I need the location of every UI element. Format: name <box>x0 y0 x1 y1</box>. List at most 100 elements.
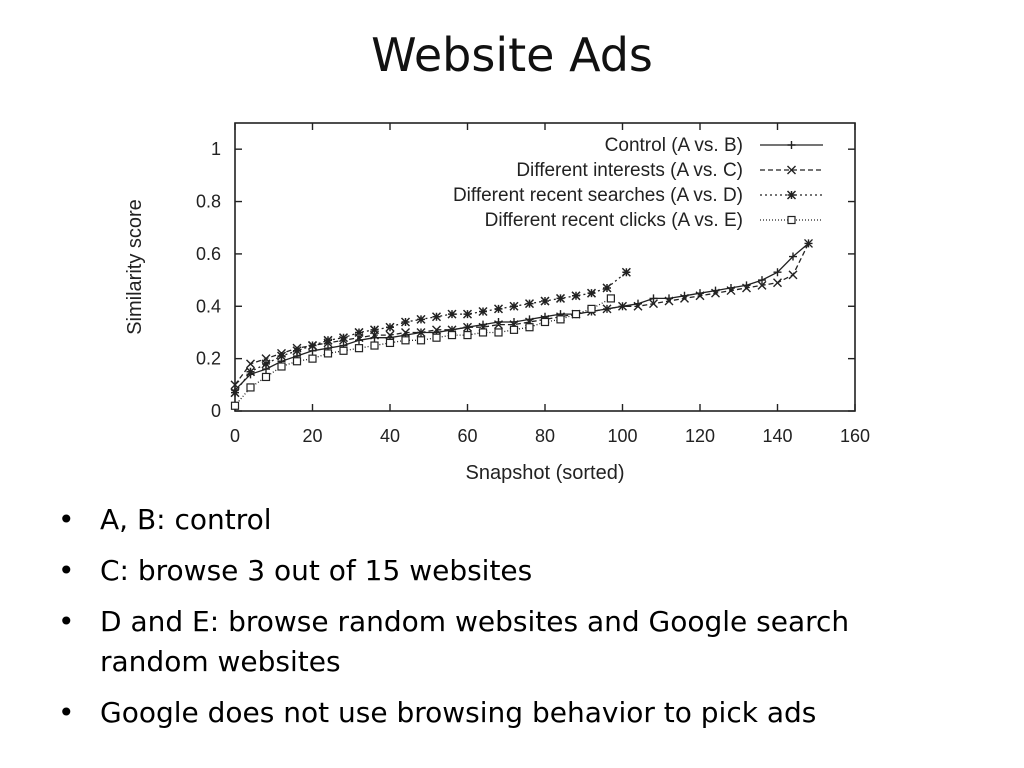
data-point <box>323 349 333 358</box>
legend-label: Different recent clicks (A vs. E) <box>485 210 743 231</box>
data-point <box>230 401 240 410</box>
data-point <box>804 238 813 248</box>
data-point <box>261 372 271 382</box>
data-point <box>478 328 488 337</box>
data-point <box>230 388 240 398</box>
data-point <box>292 357 302 366</box>
data-point <box>571 310 581 319</box>
data-point <box>509 301 519 311</box>
data-point <box>618 301 627 311</box>
y-tick-label: 0.8 <box>196 192 221 212</box>
x-tick-label: 80 <box>535 426 555 446</box>
data-point <box>587 304 596 313</box>
data-point <box>385 338 395 348</box>
x-tick-label: 100 <box>607 426 637 446</box>
data-point <box>494 328 503 337</box>
data-point <box>602 304 612 314</box>
similarity-chart: 0 20 40 60 80 100 120 140 160 0 0.2 0.4 0.6 0.8 1 Sna… <box>124 122 870 484</box>
data-point <box>416 327 426 337</box>
y-tick-label: 1 <box>211 139 221 159</box>
data-point <box>556 315 565 324</box>
x-axis: 0 20 40 60 80 100 120 140 160 <box>230 123 870 446</box>
y-tick-label: 0.4 <box>196 296 221 316</box>
legend-label: Control (A vs. B) <box>605 135 743 156</box>
data-point <box>339 346 348 355</box>
data-point <box>621 267 631 277</box>
data-point <box>789 252 797 261</box>
bullet-item: C: browse 3 out of 15 websites <box>58 551 958 591</box>
data-point <box>695 291 705 301</box>
series-layer <box>230 238 813 410</box>
data-point <box>493 304 504 314</box>
x-tick-label: 120 <box>685 426 715 446</box>
series-2 <box>230 267 631 398</box>
data-point <box>308 354 317 363</box>
data-point <box>416 336 426 345</box>
data-point <box>401 336 410 345</box>
data-point <box>462 309 473 319</box>
data-point <box>586 288 597 298</box>
data-point <box>525 323 534 332</box>
data-point <box>261 359 271 369</box>
data-point <box>431 312 442 322</box>
data-point <box>494 320 503 330</box>
x-tick-label: 140 <box>762 426 792 446</box>
data-point <box>432 333 441 342</box>
x-tick-label: 160 <box>840 426 870 446</box>
data-point <box>400 317 411 327</box>
x-tick-label: 0 <box>230 426 240 446</box>
data-point <box>354 327 364 337</box>
data-point <box>230 380 240 390</box>
data-point <box>606 294 615 303</box>
data-point <box>524 299 535 309</box>
data-point <box>432 325 441 335</box>
data-point <box>711 288 720 298</box>
data-point <box>447 330 457 340</box>
data-point <box>370 341 379 350</box>
y-axis: 0 0.2 0.4 0.6 0.8 1 <box>196 139 855 421</box>
y-tick-label: 0.2 <box>196 349 221 369</box>
data-point <box>463 330 472 340</box>
x-tick-label: 20 <box>302 426 322 446</box>
data-point <box>726 286 736 296</box>
legend-label: Different recent searches (A vs. D) <box>453 185 743 206</box>
slide-title: Website Ads <box>371 28 653 82</box>
data-point <box>246 383 255 392</box>
data-point <box>509 325 519 334</box>
data-point <box>540 317 550 327</box>
x-axis-label: Snapshot (sorted) <box>466 462 625 484</box>
legend-marker <box>786 190 797 200</box>
data-point <box>649 299 658 309</box>
data-point <box>571 291 581 301</box>
data-point <box>277 362 286 371</box>
bullet-item: Google does not use browsing behavior to… <box>58 693 958 733</box>
data-point <box>354 344 364 353</box>
legend-marker <box>787 165 796 175</box>
legend: Control (A vs. B) Different interests (A … <box>453 135 823 231</box>
data-point <box>276 351 287 361</box>
data-point <box>757 280 767 290</box>
data-point <box>245 367 256 377</box>
series-0 <box>231 239 813 395</box>
data-point <box>369 325 380 335</box>
data-point <box>323 335 333 345</box>
data-point <box>758 276 766 285</box>
data-point <box>602 283 612 293</box>
bullet-list: A, B: control C: browse 3 out of 15 webs… <box>58 500 958 744</box>
legend-marker <box>787 215 796 225</box>
legend-label: Different interests (A vs. C) <box>516 160 743 181</box>
data-point <box>401 327 410 337</box>
data-point <box>773 268 782 277</box>
data-point <box>246 359 255 369</box>
x-tick-label: 60 <box>457 426 477 446</box>
data-point <box>338 333 349 343</box>
data-point <box>649 294 658 303</box>
x-tick-label: 40 <box>380 426 400 446</box>
data-point <box>664 296 674 306</box>
series-line <box>234 242 809 391</box>
data-point <box>385 330 395 340</box>
data-point <box>680 293 689 303</box>
data-point <box>307 341 318 351</box>
data-point <box>416 314 426 324</box>
